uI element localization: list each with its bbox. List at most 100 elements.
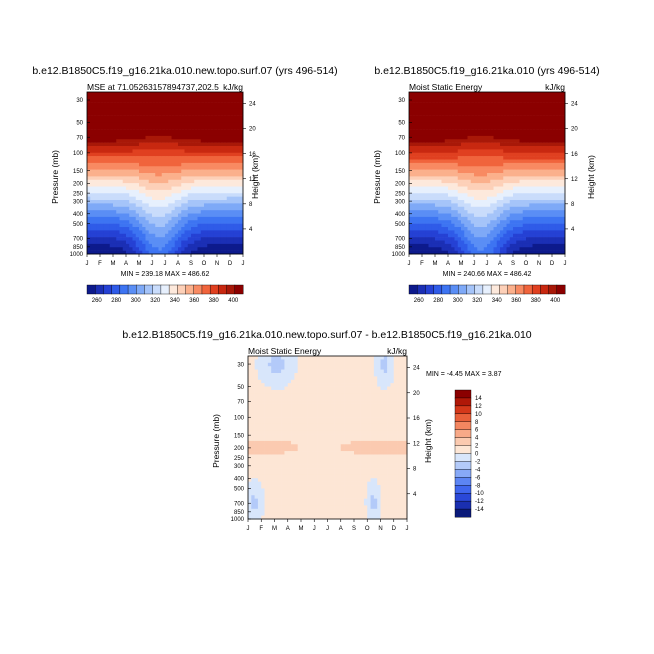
heatmap-cell — [487, 95, 491, 100]
heatmap-cell — [223, 223, 228, 228]
heatmap-cell — [204, 216, 208, 221]
heatmap-cell — [109, 92, 114, 96]
heatmap-cell — [87, 142, 91, 147]
height-tick-label: 4 — [249, 227, 253, 233]
heatmap-cell — [477, 139, 481, 143]
heatmap-cell — [558, 159, 563, 164]
heatmap-cell — [519, 240, 524, 245]
heatmap-cell — [197, 162, 202, 167]
heatmap-cell — [158, 210, 163, 214]
heatmap-cell — [431, 179, 436, 184]
heatmap-cell — [213, 250, 218, 255]
heatmap-cell — [474, 169, 478, 174]
heatmap-cell — [106, 152, 111, 157]
heatmap-cell — [96, 237, 101, 241]
heatmap-cell — [487, 169, 491, 174]
heatmap-cell — [197, 152, 202, 157]
heatmap-cell — [122, 108, 127, 113]
heatmap-cell — [506, 173, 511, 177]
heatmap-cell — [519, 166, 524, 170]
heatmap-cell — [422, 193, 426, 197]
heatmap-cell — [522, 112, 527, 116]
heatmap-cell — [248, 369, 252, 374]
heatmap-cell — [178, 115, 182, 120]
heatmap-cell — [152, 193, 156, 197]
heatmap-cell — [93, 159, 98, 164]
heatmap-cell — [236, 135, 241, 140]
heatmap-cell — [519, 200, 524, 204]
heatmap-cell — [516, 240, 520, 245]
heatmap-cell — [464, 233, 468, 238]
heatmap-cell — [509, 146, 514, 150]
heatmap-cell — [503, 179, 507, 184]
heatmap-cell — [519, 189, 524, 194]
pressure-tick-label: 100 — [395, 151, 406, 157]
heatmap-cell — [145, 210, 150, 214]
heatmap-cell — [552, 92, 556, 96]
heatmap-cell — [155, 200, 159, 204]
heatmap-cell — [233, 223, 237, 228]
heatmap-cell — [113, 119, 117, 123]
heatmap-cell — [239, 125, 244, 130]
heatmap-cell — [178, 213, 182, 218]
heatmap-cell — [113, 216, 117, 221]
heatmap-cell — [139, 132, 143, 137]
heatmap-cell — [490, 176, 494, 181]
heatmap-cell — [184, 139, 189, 143]
heatmap-cell — [422, 189, 426, 194]
heatmap-cell — [555, 179, 559, 184]
heatmap-cell — [96, 250, 101, 255]
heatmap-cell — [126, 112, 130, 116]
heatmap-cell — [552, 152, 556, 157]
heatmap-cell — [477, 142, 481, 147]
heatmap-cell — [200, 223, 205, 228]
heatmap-cell — [197, 220, 202, 224]
heatmap-cell — [535, 129, 540, 133]
heatmap-cell — [470, 149, 475, 154]
heatmap-cell — [119, 139, 124, 143]
heatmap-cell — [555, 247, 559, 251]
heatmap-cell — [418, 216, 423, 221]
heatmap-cell — [506, 152, 511, 157]
heatmap-cell — [535, 115, 540, 120]
heatmap-cell — [493, 166, 498, 170]
heatmap-cell — [490, 142, 494, 147]
colorbar-swatch — [103, 284, 113, 295]
heatmap-cell — [409, 129, 413, 133]
heatmap-cell — [561, 210, 566, 214]
heatmap-cell — [230, 115, 234, 120]
heatmap-cell — [93, 233, 98, 238]
heatmap-cell — [119, 250, 124, 255]
heatmap-cell — [254, 434, 259, 438]
heatmap-cell — [135, 179, 140, 184]
heatmap-cell — [181, 98, 185, 103]
heatmap-cell — [552, 119, 556, 123]
heatmap-cell — [257, 393, 262, 398]
heatmap-cell — [522, 240, 527, 245]
heatmap-cell — [181, 122, 185, 127]
heatmap-cell — [197, 98, 202, 103]
heatmap-cell — [461, 146, 465, 150]
heatmap-cell — [236, 95, 241, 100]
heatmap-cell — [96, 243, 101, 248]
heatmap-cell — [532, 98, 537, 103]
heatmap-cell — [542, 233, 546, 238]
heatmap-cell — [135, 210, 140, 214]
heatmap-cell — [522, 119, 527, 123]
heatmap-cell — [254, 461, 259, 465]
heatmap-cell — [181, 213, 185, 218]
heatmap-cell — [409, 122, 413, 127]
heatmap-cell — [191, 102, 195, 106]
heatmap-cell — [483, 102, 488, 106]
heatmap-cell — [545, 247, 550, 251]
heatmap-cell — [480, 223, 485, 228]
heatmap-cell — [158, 240, 163, 245]
heatmap-cell — [451, 139, 455, 143]
heatmap-cell — [122, 193, 127, 197]
heatmap-cell — [204, 105, 208, 110]
heatmap-cell — [516, 220, 520, 224]
heatmap-cell — [412, 233, 416, 238]
heatmap-cell — [122, 186, 127, 191]
heatmap-cell — [126, 108, 130, 113]
heatmap-cell — [257, 471, 262, 476]
